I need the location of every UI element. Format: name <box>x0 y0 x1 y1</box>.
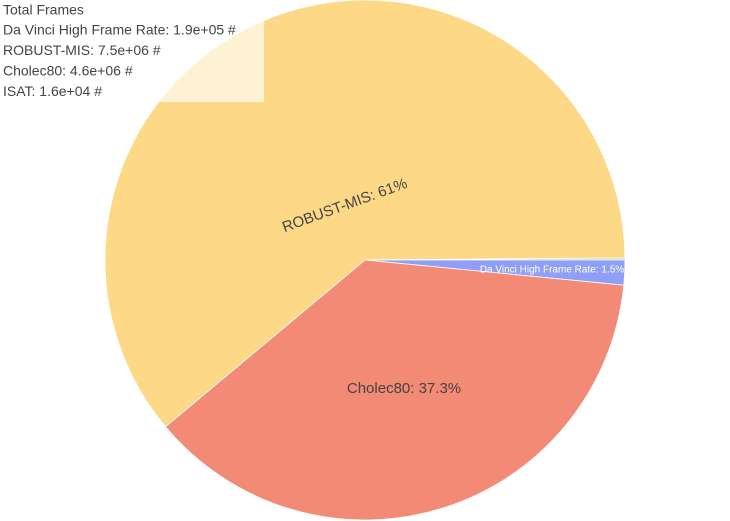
pie-slice <box>164 259 625 521</box>
legend-entry: ISAT: 1.6e+04 # <box>3 83 102 99</box>
legend: Total Frames Da Vinci High Frame Rate: 1.… <box>0 0 264 102</box>
pie <box>104 0 626 521</box>
slice-label: Cholec80: 37.3% <box>347 380 461 397</box>
legend-box <box>0 0 264 102</box>
legend-title: Total Frames <box>3 2 84 18</box>
pie-slice <box>104 0 626 428</box>
legend-entry: Cholec80: 4.6e+06 # <box>3 63 133 79</box>
legend-entry: Da Vinci High Frame Rate: 1.9e+05 # <box>3 22 236 38</box>
slice-label: Da Vinci High Frame Rate: 1.5% <box>480 265 624 276</box>
legend-entry: ROBUST-MIS: 7.5e+06 # <box>3 42 161 58</box>
